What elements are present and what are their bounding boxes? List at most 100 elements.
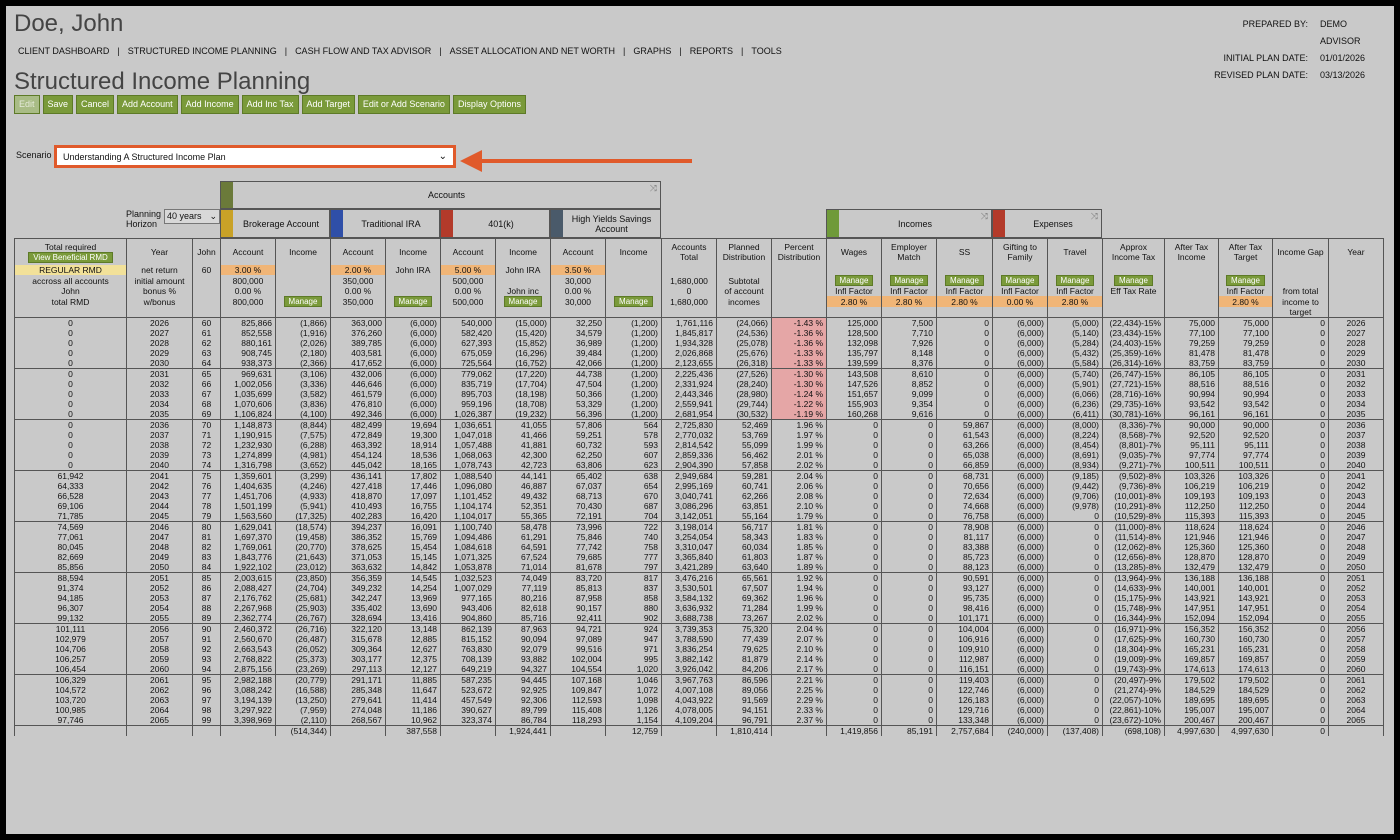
table-cell: 2,770,032 — [661, 430, 717, 440]
table-cell: 42,066 — [550, 358, 606, 369]
table-cell: (15,000) — [495, 317, 551, 328]
table-cell: 1,084,618 — [440, 542, 496, 552]
view-beneficial-rmd-button[interactable]: View Beneficial RMD — [28, 251, 113, 263]
edit-or-add-scenario-button[interactable]: Edit or Add Scenario — [357, 95, 450, 114]
table-cell: 2,331,924 — [661, 379, 717, 389]
manage-button[interactable]: Manage — [614, 296, 653, 307]
table-cell: 0 — [14, 338, 127, 348]
nav-item-graphs[interactable]: GRAPHS — [633, 46, 672, 56]
manage-button[interactable]: Manage — [503, 296, 543, 307]
table-cell: 0 — [14, 450, 127, 460]
display-options-button[interactable]: Display Options — [452, 95, 526, 114]
table-cell: 160,268 — [826, 409, 882, 420]
table-row: 96,307 2054 88 2,267,968 (25,903) 335,402 13,6… — [14, 603, 1384, 613]
table-cell: (23,672)-10% — [1102, 715, 1165, 726]
table-cell: 279,641 — [330, 695, 386, 705]
table-cell: 2.10 % — [771, 644, 827, 654]
table-cell: 200,467 — [1164, 715, 1219, 726]
table-cell: 403,581 — [330, 348, 386, 358]
nav-item-tools[interactable]: TOOLS — [751, 46, 782, 56]
manage-cell: Manage — [605, 296, 662, 307]
table-cell: 587,235 — [440, 674, 496, 685]
account-header-ira: Traditional IRA — [330, 209, 440, 238]
setup-cell — [605, 275, 662, 286]
cancel-button[interactable]: Cancel — [76, 95, 115, 114]
table-cell: (6,000) — [992, 634, 1048, 644]
table-cell: 386,352 — [330, 532, 386, 542]
table-cell: (26,767) — [275, 613, 331, 624]
table-cell: 2,859,336 — [661, 450, 717, 460]
table-cell: 2041 — [1328, 470, 1384, 481]
table-cell: 0 — [826, 654, 882, 664]
add-inc-tax-button[interactable]: Add Inc Tax — [241, 95, 299, 114]
table-cell: 2026 — [1328, 317, 1384, 328]
setup-cell — [1218, 265, 1273, 275]
nav-item-reports[interactable]: REPORTS — [689, 46, 734, 56]
edit-button[interactable]: Edit — [14, 95, 40, 114]
table-cell: 2.29 % — [771, 695, 827, 705]
table-cell: 2,088,427 — [220, 583, 276, 593]
table-cell: 3,254,054 — [661, 532, 717, 542]
table-cell: 87,963 — [495, 623, 551, 634]
pin-icon[interactable]: ⤨ — [1090, 211, 1098, 221]
planning-horizon-select[interactable]: 40 years ⌄ — [164, 209, 220, 224]
table-cell: 2050 — [1328, 562, 1384, 573]
table-cell: (6,000) — [992, 654, 1048, 664]
add-income-button[interactable]: Add Income — [180, 95, 239, 114]
manage-button[interactable]: Manage — [1000, 275, 1040, 286]
table-cell: (6,000) — [992, 348, 1048, 358]
table-cell: 2,460,372 — [220, 623, 276, 634]
manage-button[interactable]: Manage — [889, 275, 929, 286]
table-cell: 75 — [192, 470, 221, 481]
setup-cell — [1102, 265, 1165, 275]
manage-button[interactable]: Manage — [1114, 275, 1153, 286]
table-cell: 1.79 % — [771, 511, 827, 522]
table-cell: 41,881 — [495, 440, 551, 450]
plan-info-value: 01/01/2026 — [1320, 53, 1366, 63]
nav-item-cash-flow-and-tax-advisor[interactable]: CASH FLOW AND TAX ADVISOR — [295, 46, 432, 56]
manage-button[interactable]: Manage — [283, 296, 323, 307]
add-target-button[interactable]: Add Target — [301, 95, 355, 114]
manage-button[interactable]: Manage — [1055, 275, 1095, 286]
nav-item-client-dashboard[interactable]: CLIENT DASHBOARD — [18, 46, 110, 56]
table-cell: 79,625 — [716, 644, 772, 654]
manage-button[interactable]: Manage — [1226, 275, 1265, 286]
table-cell: 97,746 — [14, 715, 127, 726]
manage-button[interactable]: Manage — [834, 275, 874, 286]
save-button[interactable]: Save — [42, 95, 74, 114]
table-cell: 1,190,915 — [220, 430, 276, 440]
setup-cell: 350,000 — [330, 275, 386, 286]
manage-button[interactable]: Manage — [393, 296, 433, 307]
table-cell: 99,516 — [550, 644, 606, 654]
table-cell: 908,745 — [220, 348, 276, 358]
pin-icon[interactable]: ⤨ — [980, 211, 988, 221]
table-cell: 0 — [881, 664, 937, 675]
table-cell: 2.02 % — [771, 460, 827, 471]
total-cell: 85,191 — [881, 725, 937, 736]
nav-item-structured-income-planning[interactable]: STRUCTURED INCOME PLANNING — [127, 46, 277, 56]
table-cell: 0 — [826, 603, 882, 613]
setup-cell — [1218, 307, 1273, 318]
table-cell: 90,094 — [495, 634, 551, 644]
table-cell: 461,579 — [330, 389, 386, 399]
add-account-button[interactable]: Add Account — [117, 95, 178, 114]
table-cell: 87,958 — [550, 593, 606, 603]
table-cell: 2065 — [126, 715, 193, 726]
table-cell: 2055 — [126, 613, 193, 624]
table-cell: 3,421,289 — [661, 562, 717, 573]
account-name: Brokerage Account — [242, 218, 320, 229]
nav-item-asset-allocation-and-net-worth[interactable]: ASSET ALLOCATION AND NET WORTH — [449, 46, 615, 56]
pin-icon[interactable]: ⤨ — [649, 183, 657, 193]
table-cell: 1,078,743 — [440, 460, 496, 471]
table-cell: 593 — [605, 440, 662, 450]
table-cell: 1,020 — [605, 664, 662, 675]
table-cell: 1,274,899 — [220, 450, 276, 460]
scenario-select[interactable]: Understanding A Structured Income Plan ⌄ — [54, 145, 456, 168]
table-cell: (8,691) — [1047, 450, 1103, 460]
table-cell: 98,416 — [936, 603, 993, 613]
column-header: Accounts Total — [661, 238, 717, 265]
manage-button[interactable]: Manage — [945, 275, 984, 286]
table-cell: 80,045 — [14, 542, 127, 552]
table-row: 94,185 2053 87 2,176,762 (25,681) 342,247 13,9… — [14, 593, 1384, 603]
table-cell: 129,716 — [936, 705, 993, 715]
